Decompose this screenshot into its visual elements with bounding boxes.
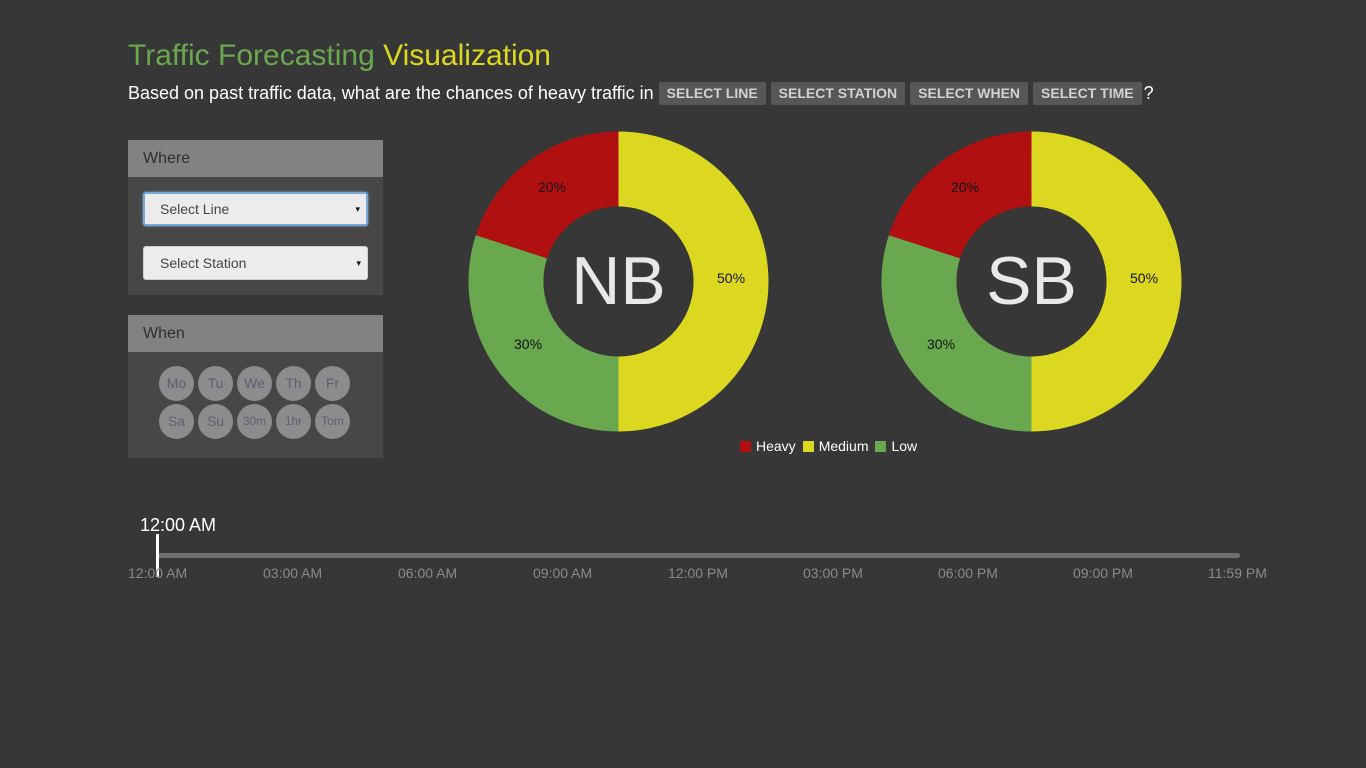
chevron-down-icon: ▾ <box>355 204 360 214</box>
station-select-value: Select Station <box>160 255 247 271</box>
day-button-su[interactable]: Su <box>198 404 233 439</box>
northbound-heavy-pct: 20% <box>538 179 567 195</box>
day-button-mo[interactable]: Mo <box>159 366 194 401</box>
question-sentence: Based on past traffic data, what are the… <box>128 82 1154 105</box>
legend-swatch-medium <box>802 440 814 452</box>
time-tick: 03:00 AM <box>263 565 323 581</box>
day-button-we[interactable]: We <box>237 366 272 401</box>
title-part-2: Visualization <box>383 39 551 72</box>
legend-item-low: Low <box>875 438 917 454</box>
day-button-tu[interactable]: Tu <box>198 366 233 401</box>
donut-hole <box>956 206 1107 357</box>
day-button-sa[interactable]: Sa <box>159 404 194 439</box>
legend-swatch-low <box>875 440 887 452</box>
legend-label-medium: Medium <box>818 438 869 454</box>
northbound-medium-pct: 50% <box>717 270 746 286</box>
line-select[interactable]: Select Line ▾ <box>143 192 368 226</box>
time-tick: 06:00 AM <box>398 565 458 581</box>
northbound-donut-chart: NB 20% 50% 30% <box>468 131 769 432</box>
station-select[interactable]: Select Station ▾ <box>143 246 368 280</box>
when-panel: When Mo Tu We Th Fr Sa Su 30m 1hr Tom <box>128 315 383 458</box>
day-button-th[interactable]: Th <box>276 366 311 401</box>
time-slider-track[interactable] <box>157 553 1240 558</box>
legend-item-medium: Medium <box>802 438 869 454</box>
time-button-1hr[interactable]: 1hr <box>276 404 311 439</box>
legend-label-low: Low <box>891 438 918 454</box>
time-button-30m[interactable]: 30m <box>237 404 272 439</box>
time-slider-handle[interactable] <box>156 534 159 577</box>
where-panel: Where Select Line ▾ Select Station ▾ <box>128 140 383 295</box>
southbound-medium-pct: 50% <box>1130 270 1159 286</box>
donut-slice-low <box>881 235 1032 432</box>
select-when-pill[interactable]: SELECT WHEN <box>910 82 1029 105</box>
northbound-donut-svg <box>468 131 769 432</box>
southbound-low-pct: 30% <box>927 336 956 352</box>
select-station-pill[interactable]: SELECT STATION <box>770 82 906 105</box>
time-tick: 03:00 PM <box>803 565 863 581</box>
time-tick: 12:00 PM <box>668 565 728 581</box>
northbound-low-pct: 30% <box>514 336 543 352</box>
southbound-donut-svg <box>881 131 1182 432</box>
time-tick: 09:00 PM <box>1073 565 1133 581</box>
question-text: Based on past traffic data, what are the… <box>128 83 654 103</box>
time-tick: 09:00 AM <box>533 565 593 581</box>
where-heading: Where <box>128 140 383 177</box>
legend-swatch-heavy <box>740 440 751 452</box>
question-mark: ? <box>1143 83 1154 103</box>
select-time-pill[interactable]: SELECT TIME <box>1033 82 1142 105</box>
chevron-down-icon: ▾ <box>356 258 361 268</box>
southbound-donut-chart: SB 20% 50% 30% <box>881 131 1182 432</box>
southbound-center-label: SB <box>986 243 1077 319</box>
page-title: Traffic Forecasting Visualization <box>128 39 551 73</box>
southbound-heavy-pct: 20% <box>951 179 980 195</box>
donut-slice-heavy <box>888 131 1032 259</box>
chart-legend: Heavy Medium Low <box>740 438 924 454</box>
donut-hole <box>543 206 694 357</box>
when-heading: When <box>128 315 383 352</box>
time-tick: 06:00 PM <box>938 565 998 581</box>
day-button-tomorrow[interactable]: Tom <box>315 404 350 439</box>
title-part-1: Traffic Forecasting <box>128 39 375 72</box>
day-button-fr[interactable]: Fr <box>315 366 350 401</box>
select-line-pill[interactable]: SELECT LINE <box>658 82 766 105</box>
donut-slice-low <box>468 235 619 432</box>
time-tick: 12:00 AM <box>128 565 188 581</box>
current-time-label: 12:00 AM <box>140 515 217 535</box>
northbound-center-label: NB <box>571 243 666 319</box>
donut-slice-heavy <box>475 131 619 259</box>
time-tick: 11:59 PM <box>1208 565 1267 581</box>
legend-label-heavy: Heavy <box>756 438 796 454</box>
line-select-value: Select Line <box>160 201 230 217</box>
legend-item-heavy: Heavy <box>740 438 796 454</box>
